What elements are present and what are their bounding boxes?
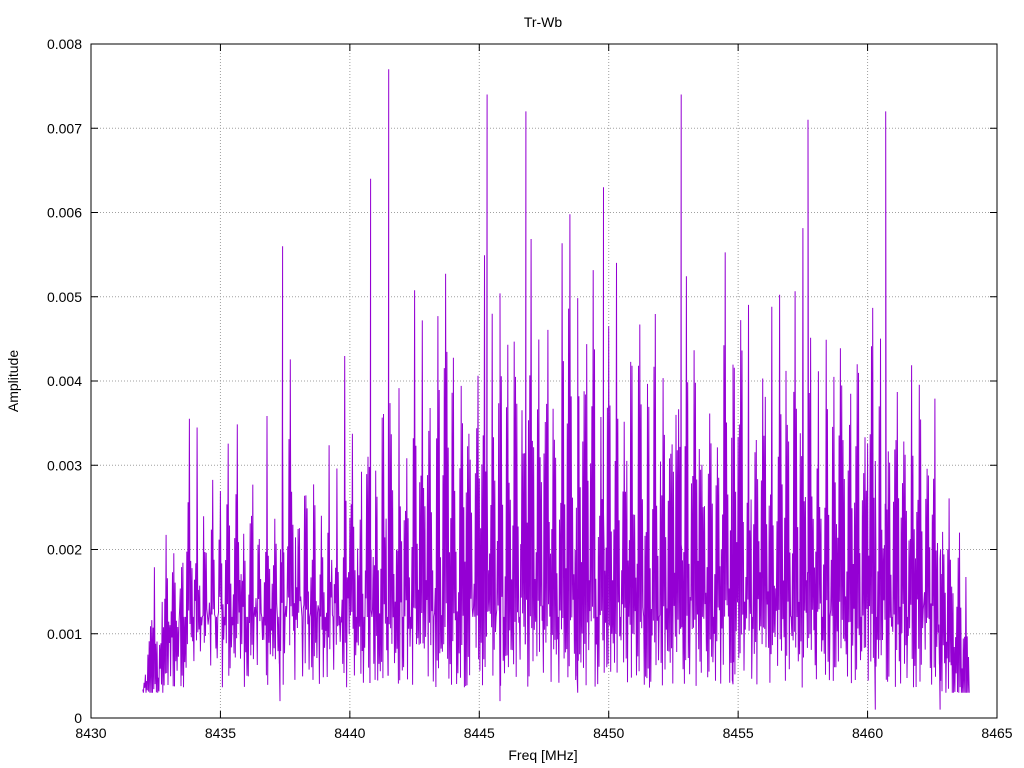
series-layer xyxy=(142,69,970,710)
x-tick-label: 8450 xyxy=(593,725,624,741)
ticks xyxy=(90,43,998,719)
y-tick-label: 0.007 xyxy=(47,120,82,136)
x-tick-label: 8440 xyxy=(334,725,365,741)
x-tick-label: 8465 xyxy=(981,725,1012,741)
y-tick-label: 0.004 xyxy=(47,373,82,389)
y-tick-label: 0.002 xyxy=(47,542,82,558)
x-axis-title: Freq [MHz] xyxy=(508,747,577,763)
y-tick-label: 0.003 xyxy=(47,457,82,473)
y-axis-title: Amplitude xyxy=(5,350,21,412)
chart-title: Tr-Wb xyxy=(524,14,563,30)
x-tick-label: 8445 xyxy=(464,725,495,741)
x-tick-label: 8430 xyxy=(75,725,106,741)
series-line xyxy=(142,69,970,710)
x-tick-labels: 8430 8435 8440 8445 8450 8455 8460 8465 xyxy=(75,725,1012,741)
y-tick-label: 0.008 xyxy=(47,36,82,52)
y-tick-label: 0.006 xyxy=(47,205,82,221)
x-tick-label: 8455 xyxy=(723,725,754,741)
y-tick-label: 0.005 xyxy=(47,289,82,305)
y-tick-labels: 0 0.001 0.002 0.003 0.004 0.005 0.006 0.007 0.00… xyxy=(47,36,82,726)
x-tick-label: 8460 xyxy=(852,725,883,741)
y-tick-label: 0.001 xyxy=(47,626,82,642)
x-tick-label: 8435 xyxy=(205,725,236,741)
y-tick-label: 0 xyxy=(74,710,82,726)
